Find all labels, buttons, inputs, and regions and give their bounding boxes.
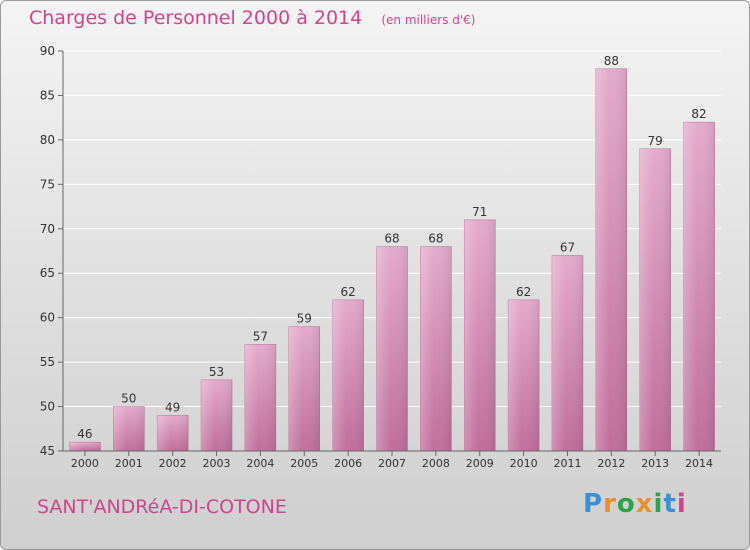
x-tick-label-2006: 2006 — [334, 457, 362, 470]
bar-highlight — [551, 255, 583, 451]
bar-highlight — [157, 415, 189, 451]
bar-highlight — [420, 246, 452, 451]
logo-letter: P — [583, 489, 604, 519]
y-tick-label: 55 — [40, 355, 55, 369]
y-tick-label: 90 — [40, 44, 55, 58]
data-label-2012: 88 — [604, 54, 619, 68]
y-tick-label: 85 — [40, 88, 55, 102]
data-label-2010: 62 — [516, 285, 531, 299]
chart-header: Charges de Personnel 2000 à 2014 (en mil… — [29, 7, 475, 29]
x-tick-label-2013: 2013 — [641, 457, 669, 470]
data-label-2001: 50 — [121, 392, 136, 406]
bar-highlight — [244, 344, 276, 451]
x-tick-label-2000: 2000 — [71, 457, 99, 470]
data-label-2005: 59 — [297, 312, 312, 326]
x-tick-label-2014: 2014 — [685, 457, 713, 470]
logo-letter: i — [676, 489, 687, 519]
data-label-2006: 62 — [340, 285, 355, 299]
x-tick-label-2001: 2001 — [115, 457, 143, 470]
y-tick-label: 70 — [40, 222, 55, 236]
bar-highlight — [113, 406, 145, 451]
data-label-2008: 68 — [428, 232, 443, 246]
logo-letter: i — [653, 489, 664, 519]
bar-highlight — [639, 148, 671, 451]
logo-letter: x — [635, 489, 654, 519]
logo-letter: r — [603, 489, 617, 519]
x-tick-label-2011: 2011 — [553, 457, 581, 470]
bar-highlight — [69, 442, 101, 451]
bar-highlight — [464, 219, 496, 451]
y-tick-label: 75 — [40, 177, 55, 191]
chart-subtitle: (en milliers d'€) — [381, 13, 476, 27]
location-label: SANT'ANDRéA-DI-COTONE — [37, 496, 287, 518]
x-tick-label-2008: 2008 — [422, 457, 450, 470]
y-tick-label: 65 — [40, 266, 55, 280]
chart-title: Charges de Personnel 2000 à 2014 — [29, 7, 363, 29]
data-label-2004: 57 — [253, 329, 268, 343]
logo-letter: t — [663, 489, 677, 519]
bar-highlight — [508, 299, 540, 451]
bar-highlight — [288, 326, 320, 451]
x-tick-label-2003: 2003 — [203, 457, 231, 470]
x-tick-label-2009: 2009 — [466, 457, 494, 470]
bar-highlight — [595, 68, 627, 452]
data-label-2011: 67 — [560, 240, 575, 254]
y-tick-label: 45 — [40, 444, 55, 458]
bar-highlight — [201, 379, 233, 451]
x-tick-label-2005: 2005 — [290, 457, 318, 470]
data-label-2014: 82 — [691, 107, 706, 121]
bar-highlight — [332, 299, 364, 451]
data-label-2009: 71 — [472, 205, 487, 219]
data-label-2000: 46 — [77, 427, 92, 441]
data-label-2013: 79 — [648, 134, 663, 148]
y-tick-label: 80 — [40, 133, 55, 147]
x-tick-label-2012: 2012 — [597, 457, 625, 470]
data-label-2007: 68 — [384, 232, 399, 246]
y-tick-label: 60 — [40, 311, 55, 325]
bar-highlight — [376, 246, 408, 451]
x-tick-label-2004: 2004 — [246, 457, 274, 470]
data-label-2003: 53 — [209, 365, 224, 379]
x-tick-label-2010: 2010 — [510, 457, 538, 470]
bar-highlight — [683, 122, 715, 451]
proxiti-logo: Proxiti — [583, 489, 687, 519]
x-tick-label-2002: 2002 — [159, 457, 187, 470]
x-tick-label-2007: 2007 — [378, 457, 406, 470]
y-tick-label: 50 — [40, 400, 55, 414]
logo-letter: o — [616, 489, 636, 519]
data-label-2002: 49 — [165, 400, 180, 414]
